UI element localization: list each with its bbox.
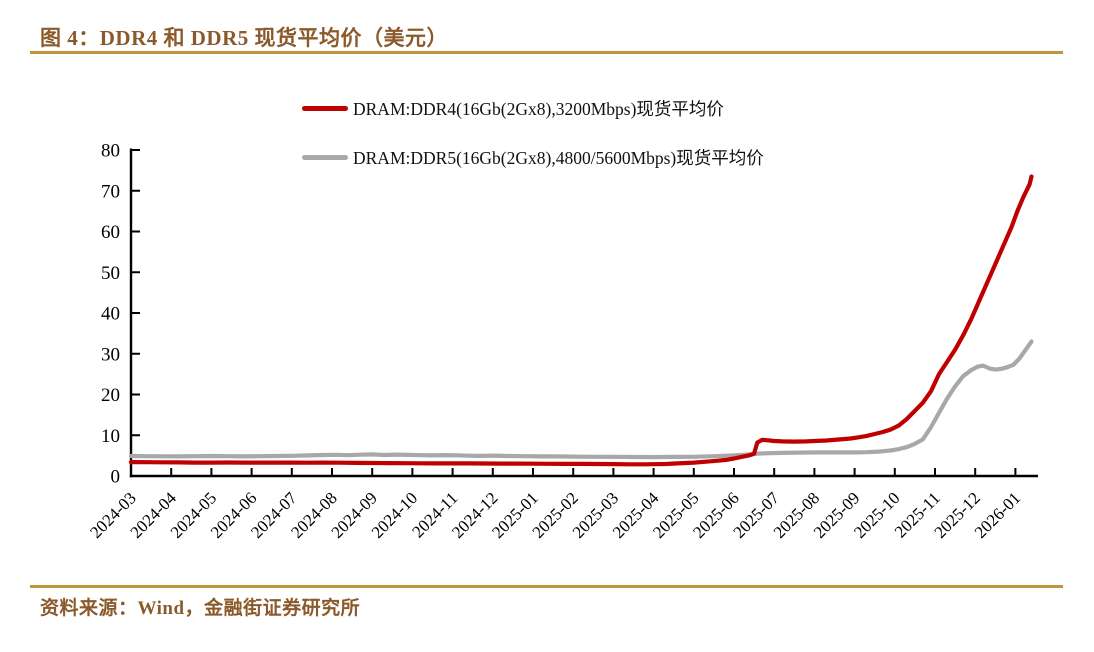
source-note: 资料来源：Wind，金融街证券研究所 — [40, 598, 361, 619]
svg-text:10: 10 — [101, 426, 120, 447]
y-axis-labels: 0 10 20 30 40 50 60 70 80 — [101, 141, 120, 488]
chart-legend: DRAM:DDR4(16Gb(2Gx8),3200Mbps)现货平均价 DRAM… — [302, 96, 764, 194]
figure-title: 图 4：DDR4 和 DDR5 现货平均价（美元） — [40, 26, 448, 50]
svg-text:0: 0 — [111, 467, 121, 488]
x-axis-labels: 2024-032024-042024-052024-062024-072024-… — [86, 488, 1024, 542]
source-divider — [30, 585, 1063, 588]
svg-text:2026-01: 2026-01 — [971, 488, 1025, 542]
ddr5-line-swatch — [302, 154, 348, 160]
svg-text:80: 80 — [101, 141, 120, 162]
ddr5-price-line — [128, 339, 1034, 460]
legend-label-ddr4: DRAM:DDR4(16Gb(2Gx8),3200Mbps)现货平均价 — [353, 98, 724, 119]
axes — [129, 148, 1038, 478]
title-divider — [30, 51, 1063, 54]
ddr4-price-line — [128, 174, 1034, 467]
svg-text:70: 70 — [101, 181, 120, 202]
legend-item-ddr4: DRAM:DDR4(16Gb(2Gx8),3200Mbps)现货平均价 — [302, 96, 764, 120]
legend-item-ddr5: DRAM:DDR5(16Gb(2Gx8),4800/5600Mbps)现货平均价 — [302, 145, 764, 169]
ddr4-line-swatch — [302, 105, 348, 111]
svg-text:20: 20 — [101, 385, 120, 406]
svg-text:30: 30 — [101, 344, 120, 365]
svg-text:50: 50 — [101, 263, 120, 284]
svg-text:40: 40 — [101, 304, 120, 325]
legend-label-ddr5: DRAM:DDR5(16Gb(2Gx8),4800/5600Mbps)现货平均价 — [353, 147, 764, 168]
svg-text:60: 60 — [101, 222, 120, 243]
